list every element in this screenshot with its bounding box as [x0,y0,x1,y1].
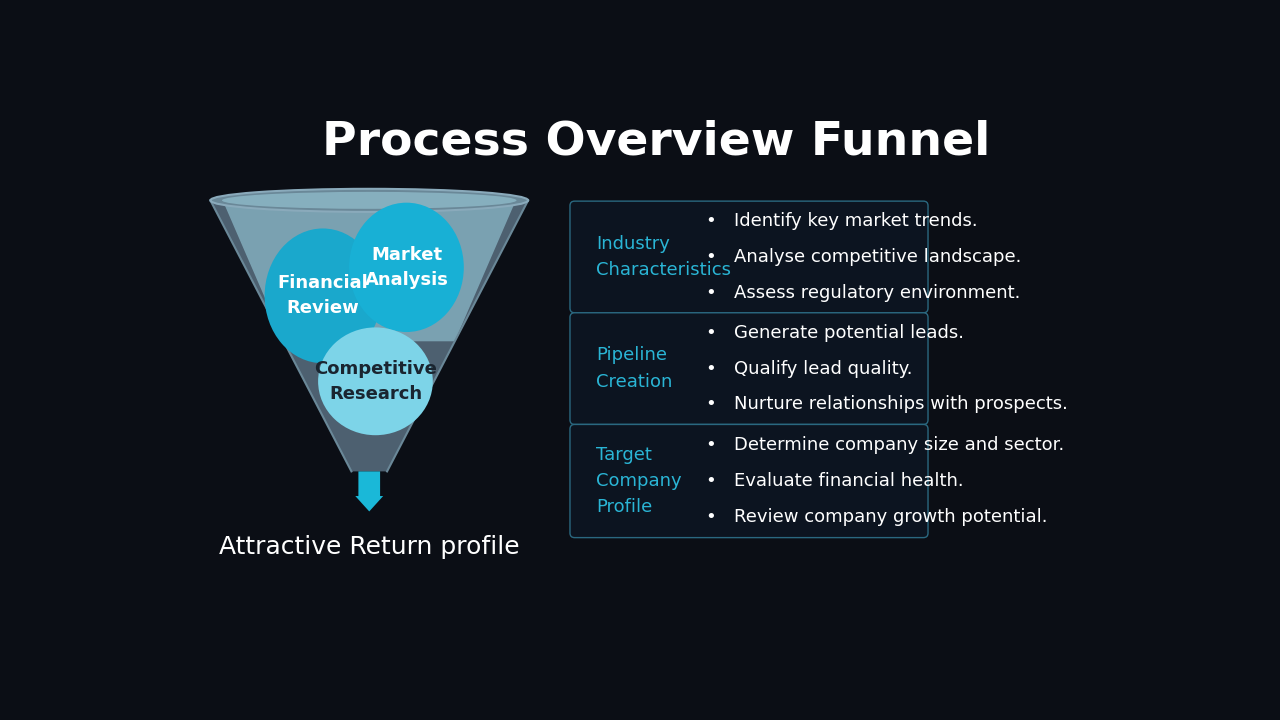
Text: Industry
Characteristics: Industry Characteristics [596,235,731,279]
Text: Target
Company
Profile: Target Company Profile [596,446,682,516]
Text: •   Determine company size and sector.: • Determine company size and sector. [707,436,1065,454]
Text: Financial
Review: Financial Review [278,274,369,318]
Ellipse shape [265,228,381,363]
Text: •   Evaluate financial health.: • Evaluate financial health. [707,472,964,490]
Ellipse shape [319,328,433,435]
Polygon shape [210,200,529,472]
Text: Competitive
Research: Competitive Research [314,360,436,402]
Polygon shape [224,204,515,341]
Ellipse shape [349,202,463,332]
Text: Attractive Return profile: Attractive Return profile [219,534,520,559]
Text: Process Overview Funnel: Process Overview Funnel [321,120,991,164]
FancyBboxPatch shape [570,201,928,312]
Text: Pipeline
Creation: Pipeline Creation [596,346,673,391]
Text: •   Qualify lead quality.: • Qualify lead quality. [707,359,913,377]
Text: •   Identify key market trends.: • Identify key market trends. [707,212,978,230]
Text: •   Assess regulatory environment.: • Assess regulatory environment. [707,284,1020,302]
FancyBboxPatch shape [570,424,928,538]
Ellipse shape [221,192,517,209]
Ellipse shape [210,189,529,212]
Text: Market
Analysis: Market Analysis [365,246,448,289]
Text: •   Generate potential leads.: • Generate potential leads. [707,324,964,342]
Text: •   Nurture relationships with prospects.: • Nurture relationships with prospects. [707,395,1069,413]
Polygon shape [356,472,383,511]
FancyBboxPatch shape [570,312,928,424]
Text: •   Review company growth potential.: • Review company growth potential. [707,508,1048,526]
Text: •   Analyse competitive landscape.: • Analyse competitive landscape. [707,248,1021,266]
